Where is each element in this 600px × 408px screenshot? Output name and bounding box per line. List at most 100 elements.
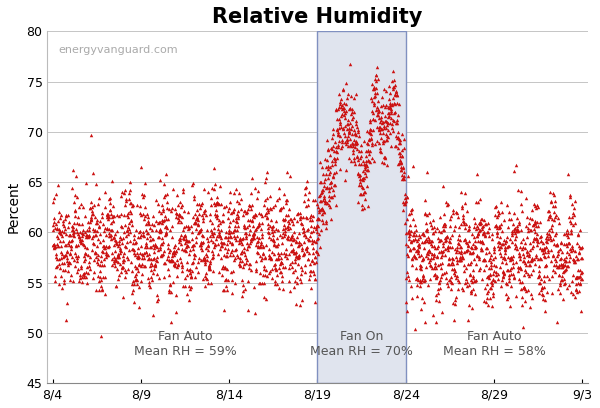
Point <box>337 138 347 145</box>
Point <box>123 214 133 221</box>
Point <box>156 253 166 259</box>
Point <box>52 233 61 239</box>
Point <box>496 283 506 289</box>
Point <box>186 284 196 290</box>
Point <box>563 234 572 241</box>
Point <box>91 220 101 226</box>
Point <box>254 220 263 227</box>
Point <box>275 207 284 213</box>
Point <box>364 137 374 143</box>
Point <box>51 254 61 261</box>
Point <box>353 171 362 177</box>
Point <box>144 221 154 228</box>
Point <box>145 237 154 244</box>
Point <box>88 246 97 253</box>
Point <box>337 123 346 130</box>
Point <box>389 110 399 117</box>
Point <box>206 202 216 208</box>
Point <box>498 267 508 274</box>
Point <box>269 238 278 244</box>
Point <box>550 256 559 263</box>
Point <box>254 222 263 228</box>
Point <box>472 233 482 239</box>
Point <box>526 215 535 221</box>
Point <box>464 301 474 308</box>
Point <box>524 273 533 279</box>
Point <box>87 204 97 210</box>
Point <box>476 220 485 226</box>
Point <box>427 251 436 257</box>
Point <box>251 225 261 232</box>
Point <box>287 232 297 238</box>
Point <box>394 160 404 166</box>
Point <box>380 118 389 124</box>
Point <box>139 252 148 258</box>
Point <box>494 246 504 253</box>
Point <box>272 235 282 242</box>
Point <box>166 258 175 264</box>
Point <box>488 277 498 283</box>
Point <box>333 106 343 112</box>
Point <box>429 224 439 230</box>
Point <box>214 222 223 228</box>
Point <box>384 113 394 120</box>
Point <box>567 243 577 250</box>
Point <box>97 210 106 217</box>
Point <box>173 262 183 268</box>
Point <box>569 272 578 278</box>
Point <box>163 245 173 251</box>
Point <box>120 222 130 228</box>
Point <box>514 264 523 270</box>
Point <box>217 227 226 233</box>
Point <box>464 223 473 229</box>
Point <box>323 163 333 169</box>
Point <box>127 246 137 253</box>
Point <box>386 104 395 110</box>
Point <box>92 259 101 266</box>
Point <box>69 228 79 235</box>
Point <box>149 249 158 255</box>
Point <box>560 262 569 268</box>
Y-axis label: Percent: Percent <box>7 181 21 233</box>
Point <box>304 256 313 262</box>
Point <box>206 237 215 244</box>
Point <box>317 186 327 193</box>
Point <box>258 243 268 249</box>
Point <box>505 272 514 278</box>
Point <box>48 227 58 233</box>
Point <box>355 176 365 183</box>
Point <box>325 151 335 158</box>
Point <box>565 251 574 257</box>
Point <box>457 256 466 263</box>
Point <box>63 240 73 247</box>
Point <box>572 255 582 262</box>
Point <box>234 260 244 267</box>
Point <box>349 141 358 148</box>
Point <box>506 271 515 277</box>
Point <box>518 278 527 285</box>
Point <box>514 221 524 227</box>
Point <box>179 208 189 214</box>
Point <box>254 279 264 286</box>
Point <box>466 288 476 294</box>
Point <box>373 109 383 115</box>
Point <box>233 219 242 225</box>
Point <box>337 137 346 144</box>
Point <box>439 226 448 233</box>
Point <box>151 242 160 249</box>
Point <box>61 213 71 219</box>
Point <box>416 263 425 269</box>
Point <box>238 282 248 288</box>
Point <box>378 118 388 125</box>
Point <box>88 208 97 215</box>
Point <box>493 243 503 250</box>
Point <box>554 271 563 278</box>
Point <box>323 157 332 163</box>
Point <box>67 243 76 250</box>
Point <box>533 238 543 245</box>
Point <box>62 300 72 306</box>
Point <box>380 112 390 119</box>
Point <box>527 255 537 262</box>
Point <box>226 188 235 195</box>
Point <box>409 229 418 236</box>
